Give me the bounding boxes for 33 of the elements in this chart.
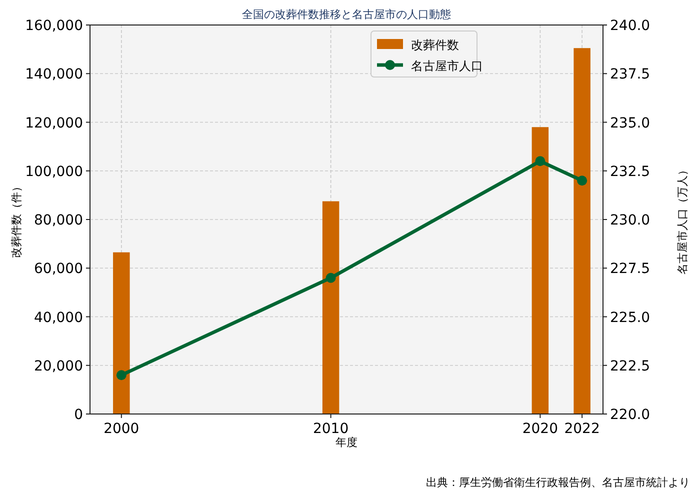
point	[535, 156, 546, 166]
y-tick-label: 80,000	[34, 212, 83, 228]
y2-axis-title: 名古屋市人口（万人）	[676, 164, 689, 274]
y2-tick-label: 237.5	[610, 66, 650, 83]
point	[577, 176, 588, 186]
x-tick-label: 2020	[522, 421, 558, 437]
y-axis-title: 改葬件数（件）	[10, 181, 23, 258]
chart-title: 全国の改葬件数推移と名古屋市の人口動態	[242, 8, 451, 21]
y-tick-label: 100,000	[25, 164, 83, 180]
y2-tick-label: 222.5	[610, 358, 650, 374]
legend-label: 改葬件数	[411, 38, 459, 52]
source-note: 出典：厚生労働省衛生行政報告例、名古屋市統計より	[426, 476, 690, 489]
y-tick-label: 160,000	[25, 18, 83, 34]
y-tick-label: 120,000	[25, 115, 83, 132]
y2-tick-label: 240.0	[610, 18, 650, 34]
point	[326, 272, 336, 283]
y2-tick-label: 235.0	[610, 115, 650, 132]
y-tick-label: 40,000	[34, 310, 83, 326]
legend-label: 名古屋市人口	[411, 59, 483, 73]
y-tick-label: 20,000	[34, 358, 83, 374]
x-tick-label: 2022	[564, 421, 600, 437]
point	[116, 370, 126, 380]
x-tick-label: 2010	[312, 421, 349, 437]
y-tick-label: 0	[74, 407, 83, 423]
y2-tick-label: 230.0	[610, 212, 650, 228]
x-axis-title: 年度	[336, 436, 358, 449]
y2-tick-label: 232.5	[610, 164, 650, 180]
y2-tick-label: 220.0	[610, 407, 650, 423]
y-tick-label: 60,000	[34, 261, 83, 278]
y-tick-label: 140,000	[25, 66, 83, 83]
y2-tick-label: 225.0	[610, 310, 650, 326]
x-tick-label: 2000	[104, 421, 140, 437]
y2-tick-label: 227.5	[610, 261, 650, 278]
